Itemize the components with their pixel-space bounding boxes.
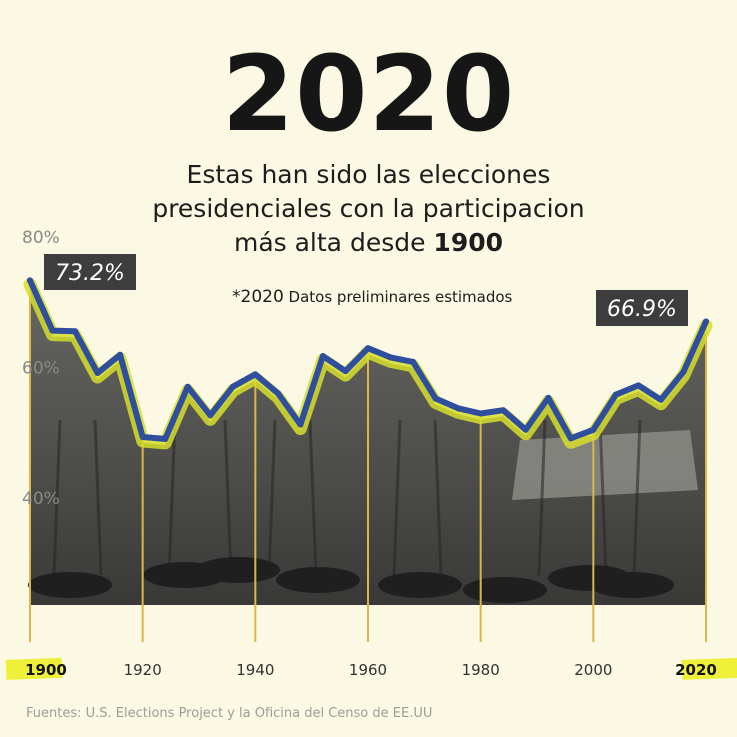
shoe-shape	[463, 577, 547, 603]
x-tick-label: 1980	[462, 661, 500, 679]
callout-label: 66.9%	[607, 297, 677, 322]
fabric-fold	[308, 419, 318, 576]
data-point	[612, 391, 619, 398]
chart-subtitle: Estas han sido las elecciones presidenci…	[0, 158, 737, 260]
data-point	[27, 277, 33, 284]
fabric-fold	[223, 419, 233, 576]
y-tick-label: 60%	[22, 359, 60, 379]
x-tick-highlight	[681, 657, 737, 680]
x-tick-label: 2000	[574, 661, 612, 679]
preliminary-note: *2020 Datos preliminares estimados	[232, 287, 512, 307]
data-point	[590, 426, 597, 433]
shoe-shape	[28, 572, 112, 598]
x-tick-label: 1940	[236, 661, 274, 679]
fabric-fold	[392, 419, 402, 576]
data-point	[49, 327, 56, 334]
x-tick-label: 2020	[675, 661, 717, 679]
fabric-fold	[632, 419, 642, 576]
shoe-shape	[196, 557, 280, 583]
data-point	[703, 318, 709, 325]
callout-box	[44, 254, 136, 290]
data-point	[229, 383, 236, 390]
data-point	[545, 394, 552, 401]
note-text: Datos preliminares estimados	[283, 288, 513, 306]
x-tick-label: 1920	[124, 661, 162, 679]
callout-label: 73.2%	[55, 261, 125, 286]
source-footer: Fuentes: U.S. Elections Project y la Ofi…	[26, 706, 433, 721]
shoe-shape	[590, 572, 674, 598]
data-point	[184, 383, 191, 390]
skirt-shape	[512, 430, 698, 500]
data-point	[500, 407, 507, 414]
data-point	[297, 421, 304, 428]
y-axis: 40% 60% 80%	[22, 228, 60, 509]
data-point	[207, 412, 214, 419]
fabric-fold	[93, 419, 103, 576]
data-point	[455, 405, 462, 412]
data-point	[680, 368, 687, 375]
y-tick-label: 40%	[22, 489, 60, 509]
data-point	[657, 396, 664, 403]
data-point	[162, 435, 169, 442]
data-point	[252, 371, 259, 378]
shoe-shape	[276, 567, 360, 593]
subtitle-line-3-text: más alta desde	[233, 228, 434, 257]
callouts: 73.2% 66.9%	[44, 254, 688, 326]
data-point	[432, 395, 439, 402]
fabric-fold	[433, 419, 443, 576]
subtitle-line-3: más alta desde 1900	[0, 226, 737, 260]
x-tick-highlight	[5, 657, 63, 680]
y-tick-label: 80%	[22, 228, 60, 248]
data-point	[117, 351, 124, 358]
data-point	[342, 368, 349, 375]
subtitle-highlight-year: 1900	[433, 228, 504, 257]
big-year-title: 2020	[221, 33, 516, 155]
data-point	[319, 353, 326, 360]
data-point	[139, 433, 146, 440]
fabric-fold	[598, 419, 608, 576]
data-point	[72, 328, 79, 335]
subtitle-line-1: Estas han sido las elecciones	[186, 160, 551, 189]
data-point	[522, 426, 529, 433]
subtitle-line-2: presidenciales con la participacion	[152, 194, 585, 223]
fabric-fold	[52, 419, 62, 576]
data-point	[94, 370, 101, 377]
fabric-fold	[167, 419, 177, 576]
x-tick-label: 1960	[349, 661, 387, 679]
fabric-fold	[267, 419, 277, 576]
x-axis: 1900 1920 1940 1960 1980 2000 2020	[5, 657, 737, 680]
data-point	[567, 435, 574, 442]
fabric-fold	[537, 419, 547, 576]
callout-box	[596, 290, 688, 326]
year-drop-lines	[29, 280, 707, 642]
data-point	[365, 345, 371, 352]
x-tick-label: 1900	[25, 661, 67, 679]
shoe-shape	[378, 572, 462, 598]
data-point	[635, 382, 642, 389]
note-star: *2020	[232, 287, 284, 307]
data-point	[274, 390, 281, 397]
series-line-group	[23, 277, 713, 450]
data-point	[477, 410, 484, 417]
data-point	[410, 358, 417, 365]
data-point	[387, 354, 394, 361]
